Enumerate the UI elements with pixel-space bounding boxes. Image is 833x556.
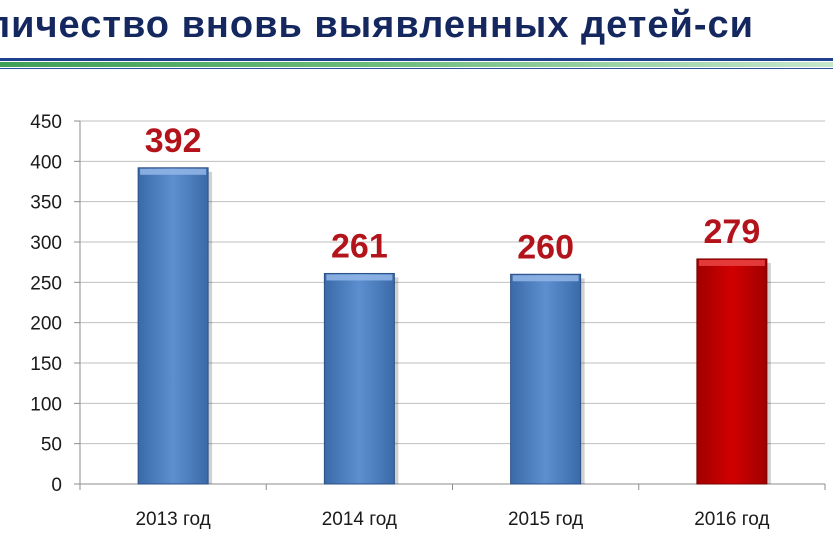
y-tick-label: 250 <box>30 273 62 294</box>
divider-line-green <box>0 62 833 67</box>
bar <box>323 272 399 485</box>
y-tick-label: 0 <box>51 475 62 496</box>
x-axis-tick-labels: 2013 год 2014 год 2015 год 2016 год <box>135 509 769 530</box>
x-tick-label: 2015 год <box>508 509 583 530</box>
bar <box>510 273 585 485</box>
data-label: 261 <box>331 227 388 265</box>
x-tick-label: 2013 год <box>135 509 210 530</box>
slide-title: личество вновь выявленных детей-си <box>0 2 833 54</box>
y-tick-label: 200 <box>30 314 62 335</box>
data-label: 392 <box>145 122 202 160</box>
y-tick-label: 300 <box>30 233 62 254</box>
y-tick-label: 450 <box>30 112 62 133</box>
y-tick-label: 50 <box>41 435 62 456</box>
data-label: 260 <box>517 228 574 266</box>
data-labels: 392 261 260 279 <box>145 122 760 266</box>
y-axis-tick-labels: 0 50 100 150 200 250 300 350 400 450 <box>30 112 62 496</box>
title-divider <box>0 58 833 70</box>
divider-line-blue-thin <box>0 68 833 69</box>
slide-title-text: личество вновь выявленных детей-си <box>0 4 755 46</box>
bars <box>137 167 771 485</box>
y-tick-label: 400 <box>30 152 62 173</box>
bar <box>137 167 213 485</box>
y-tick-label: 100 <box>30 394 62 415</box>
y-tick-label: 350 <box>30 193 62 214</box>
x-tick-label: 2014 год <box>322 509 397 530</box>
data-label: 279 <box>704 213 761 251</box>
bar <box>696 258 771 485</box>
y-tick-label: 150 <box>30 354 62 375</box>
divider-line-blue <box>0 58 833 61</box>
bar-chart: 0 50 100 150 200 250 300 350 400 450 392 261 260 279… <box>30 112 826 530</box>
x-tick-label: 2016 год <box>694 509 769 530</box>
